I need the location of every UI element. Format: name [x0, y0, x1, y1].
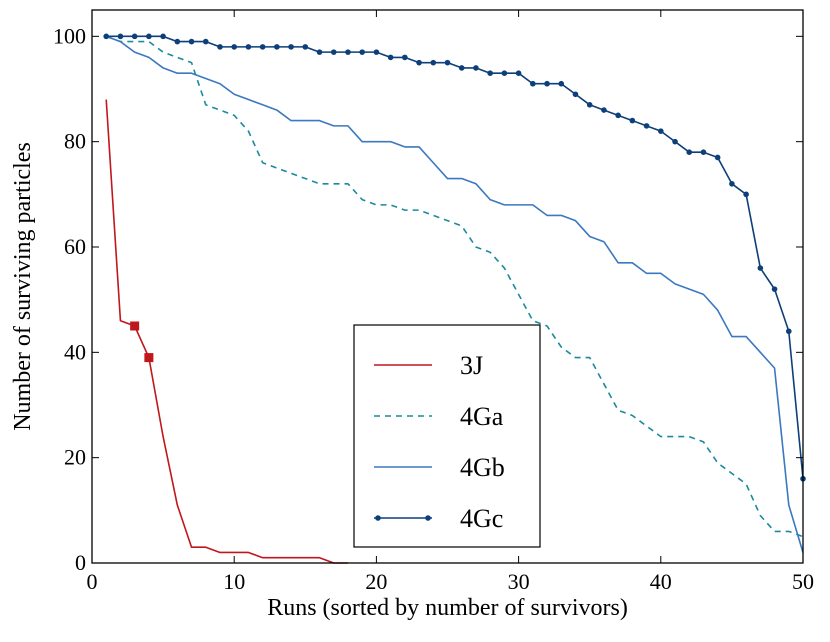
series-line-3j	[105, 99, 348, 564]
data-point-4gc	[771, 286, 778, 292]
data-point-4gc	[430, 59, 437, 66]
x-tick-label: 10	[223, 569, 245, 594]
data-point-4gc	[245, 44, 252, 50]
legend-label-3j: 3J	[460, 351, 483, 380]
x-tick-label: 20	[365, 569, 387, 594]
series-markers	[103, 33, 806, 482]
data-point-4gc	[302, 44, 309, 50]
data-point-4gc	[458, 65, 465, 71]
y-tick-label: 80	[64, 129, 86, 154]
data-point-4gc	[373, 49, 380, 55]
data-point-4gc	[146, 33, 152, 40]
legend-box	[353, 324, 541, 548]
data-point-4gc	[501, 70, 508, 76]
data-point-4gc	[160, 33, 166, 40]
data-point-4gc	[714, 154, 721, 161]
data-point-4gc	[330, 49, 337, 55]
data-point-4gc	[202, 38, 209, 45]
series-line-4gb	[105, 35, 804, 553]
data-point-4gc	[586, 102, 593, 108]
data-point-4gc	[643, 123, 650, 129]
y-axis-label: Number of surviving particles	[10, 142, 36, 431]
data-point-4gc	[615, 112, 621, 119]
data-point-4gc	[743, 191, 749, 198]
legend-label-4ga: 4Ga	[460, 402, 504, 431]
y-tick-label: 0	[75, 550, 86, 575]
x-axis-label: Runs (sorted by number of survivors)	[267, 595, 628, 621]
data-point-4gc	[288, 44, 294, 50]
data-point-4gc	[387, 54, 394, 61]
x-tick-label: 50	[792, 569, 814, 594]
x-tick-label: 0	[87, 569, 98, 594]
legend-dot	[425, 515, 431, 521]
data-point-4gc	[174, 38, 181, 45]
data-point-4gc	[487, 70, 493, 76]
data-point-4gc	[658, 128, 664, 134]
square-marker-3j	[144, 353, 154, 363]
data-point-4gc	[672, 138, 678, 145]
data-point-4gc	[131, 33, 138, 40]
data-point-4gc	[700, 149, 707, 155]
data-point-4gc	[729, 181, 735, 187]
data-point-4gc	[217, 44, 223, 50]
data-point-4gc	[515, 70, 522, 76]
legend-label-4gc: 4Gc	[460, 504, 503, 533]
tick-labels: 0 10 20 30 40 50 0 20 40 60 80 100	[53, 23, 814, 594]
data-point-4gc	[629, 117, 636, 124]
data-point-4gc	[572, 91, 579, 98]
data-point-4gc	[259, 44, 266, 50]
data-point-4gc	[544, 80, 550, 87]
data-point-4gc	[402, 54, 408, 61]
square-marker-3j	[130, 321, 140, 331]
data-point-4gc	[416, 59, 422, 66]
data-point-4gc	[103, 33, 110, 40]
axis-ticks	[91, 10, 804, 564]
data-point-4gc	[231, 44, 237, 50]
data-point-4gc	[785, 328, 792, 335]
legend: 3J 4Ga 4Gb 4Gc	[353, 324, 541, 548]
data-point-4gc	[359, 49, 365, 55]
data-point-4gc	[558, 80, 565, 87]
y-tick-label: 40	[64, 339, 86, 364]
data-point-4gc	[345, 49, 351, 55]
data-point-4gc	[530, 80, 536, 87]
data-point-4gc	[686, 149, 693, 155]
x-tick-label: 30	[508, 569, 530, 594]
data-point-4gc	[444, 59, 451, 66]
series-line-4ga	[105, 35, 804, 538]
y-tick-label: 20	[64, 445, 86, 470]
y-tick-label: 60	[64, 234, 86, 259]
y-tick-label: 100	[53, 23, 86, 48]
legend-dot	[375, 515, 381, 521]
x-tick-label: 40	[650, 569, 672, 594]
data-point-4gc	[117, 33, 124, 40]
data-point-4gc	[188, 38, 195, 45]
data-point-4gc	[316, 49, 323, 55]
data-point-4gc	[601, 107, 607, 113]
legend-label-4gb: 4Gb	[460, 453, 505, 482]
plot-frame	[91, 9, 804, 564]
data-point-4gc	[757, 265, 764, 271]
data-point-4gc	[274, 44, 280, 50]
data-point-4gc	[473, 65, 479, 71]
